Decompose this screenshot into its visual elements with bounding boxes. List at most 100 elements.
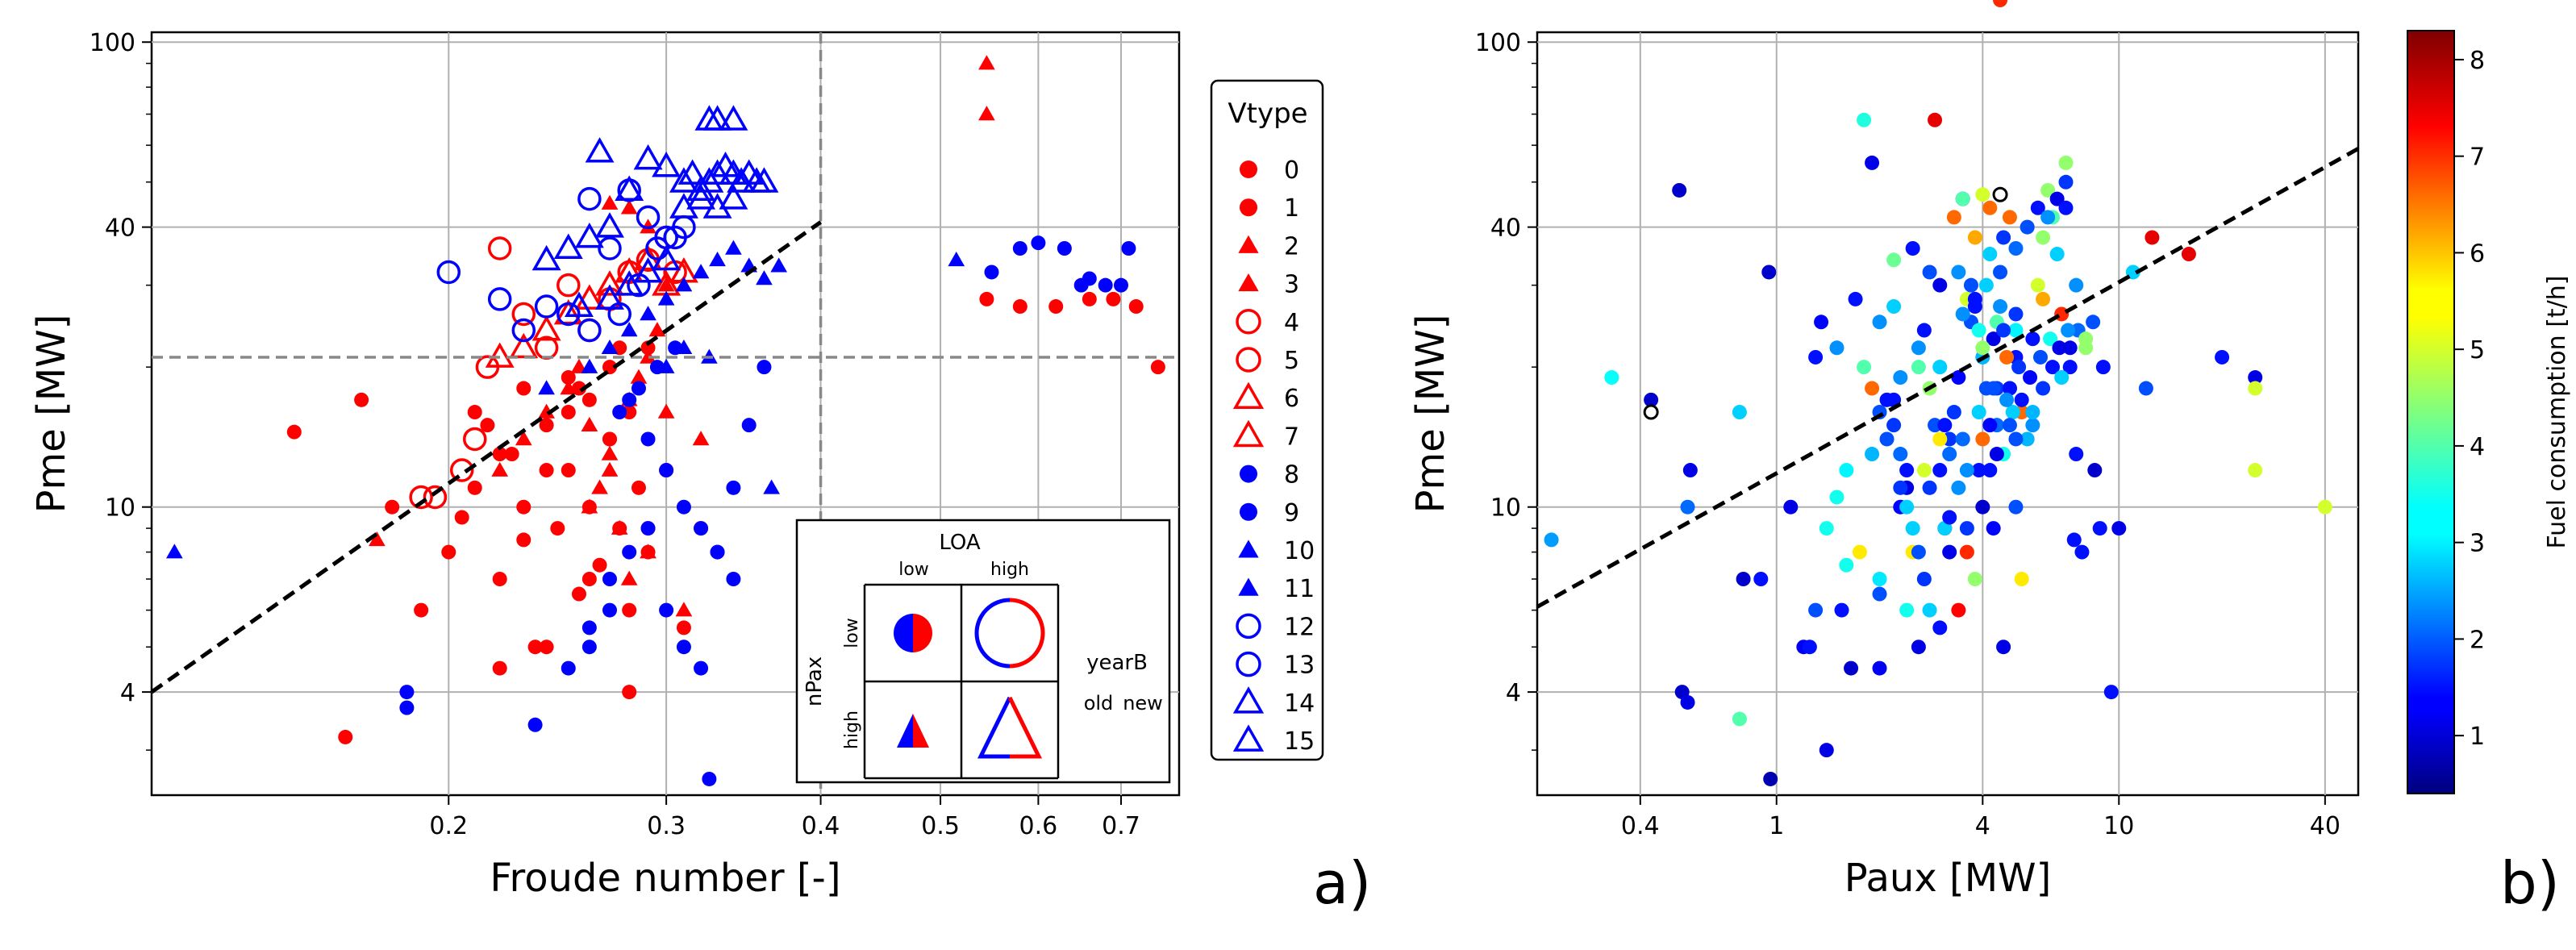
scatter-point [492,447,507,462]
scatter-point [1886,299,1902,315]
scatter-point [1732,405,1747,420]
scatter-point [1736,571,1751,586]
scatter-point [591,479,608,494]
colorbar-label: Fuel consumption [t/h] [2543,275,2571,548]
scatter-point [702,771,717,786]
scatter-point [2030,200,2045,215]
scatter-point [1911,544,1926,560]
scatter-point [1905,241,1920,256]
scatter-point [652,244,682,271]
scatter-point [1922,265,1937,280]
scatter-point [399,685,415,700]
scatter-point [1928,418,1943,433]
fit-line [150,220,822,694]
colorbar-gradient [2407,30,2455,794]
scatter-point [657,290,675,306]
scatter-point [286,424,302,440]
scatter-point [2002,210,2017,225]
colorbar-tick-label: 7 [2470,144,2485,172]
scatter-point [1911,340,1926,356]
scatter-point [2069,447,2084,462]
scatter-point [1128,299,1144,315]
scatter-point [1951,370,1966,385]
legend-label: 4 [1284,309,1299,337]
scatter-point [515,431,532,446]
scatter-point [553,233,583,259]
scatter-point [2145,230,2160,245]
scatter-point [611,519,628,535]
scatter-point [719,184,748,210]
scatter-point [640,348,657,364]
legend-marker [1238,235,1259,253]
scatter-point [676,620,691,635]
scatter-point [1986,331,2001,347]
scatter-point [1150,360,1165,375]
scatter-point [354,392,369,407]
scatter-point [978,55,995,70]
scatter-point [1993,0,2008,7]
legend-marker [1238,540,1259,558]
scatter-point [560,380,577,395]
legend-label: 10 [1284,537,1315,565]
scatter-point [978,106,995,121]
scatter-point [2061,323,2076,338]
scatter-point [694,167,724,193]
scatter-point [1012,299,1027,315]
scatter-point [2008,323,2024,338]
panel-b-reference-lines [1536,147,2360,609]
scatter-point [1886,252,1902,268]
vtype-legend-title: Vtype [1228,98,1307,130]
scatter-point [385,499,400,515]
scatter-point [984,265,999,280]
inset-new-label: new [1123,692,1163,715]
legend-marker [1238,577,1259,596]
scatter-point [491,461,509,477]
scatter-point [694,660,709,676]
y-tick-label: 40 [1490,215,1521,243]
scatter-point [595,212,624,238]
inset-small-circle-marker [894,614,932,652]
scatter-point [516,499,531,515]
legend-label: 14 [1284,690,1315,718]
scatter-point [581,358,598,373]
legend-label: 9 [1284,499,1299,527]
scatter-point [516,532,531,548]
scatter-point [1121,241,1136,256]
scatter-point [2008,306,2024,322]
scatter-point [1905,521,1920,536]
scatter-point [581,640,597,655]
scatter-point [509,332,539,359]
y-tick-label: 100 [90,29,135,57]
scatter-point [2317,499,2332,515]
scatter-point [1899,463,1915,478]
scatter-point [640,340,656,356]
panel-b-x-axis-label: Paux [MW] [1844,856,2052,901]
inset-large-circle-marker [974,598,1045,669]
panel-a-label: a) [1313,849,1371,917]
scatter-point [2030,277,2045,293]
scatter-point [669,167,698,193]
scatter-point [561,660,576,676]
scatter-point [640,521,656,536]
scatter-point [741,418,757,433]
legend-marker [1238,273,1259,292]
scatter-point [763,479,780,494]
scatter-point [571,381,586,396]
legend-label: 13 [1284,652,1315,680]
scatter-point [1999,349,2015,365]
scatter-point [1048,299,1064,315]
scatter-point [1993,265,2008,280]
scatter-point [1098,277,1113,293]
scatter-point [620,570,638,585]
scatter-point-outlined [1643,404,1659,420]
scatter-point [1955,306,1970,322]
scatter-point [2014,392,2029,407]
scatter-point [538,403,555,419]
scatter-point [633,144,663,170]
panel-a-x-axis-label: Froude number [-] [490,856,840,901]
scatter-point [1893,447,1908,462]
scatter-point [585,137,615,163]
legend-marker [1236,347,1261,373]
